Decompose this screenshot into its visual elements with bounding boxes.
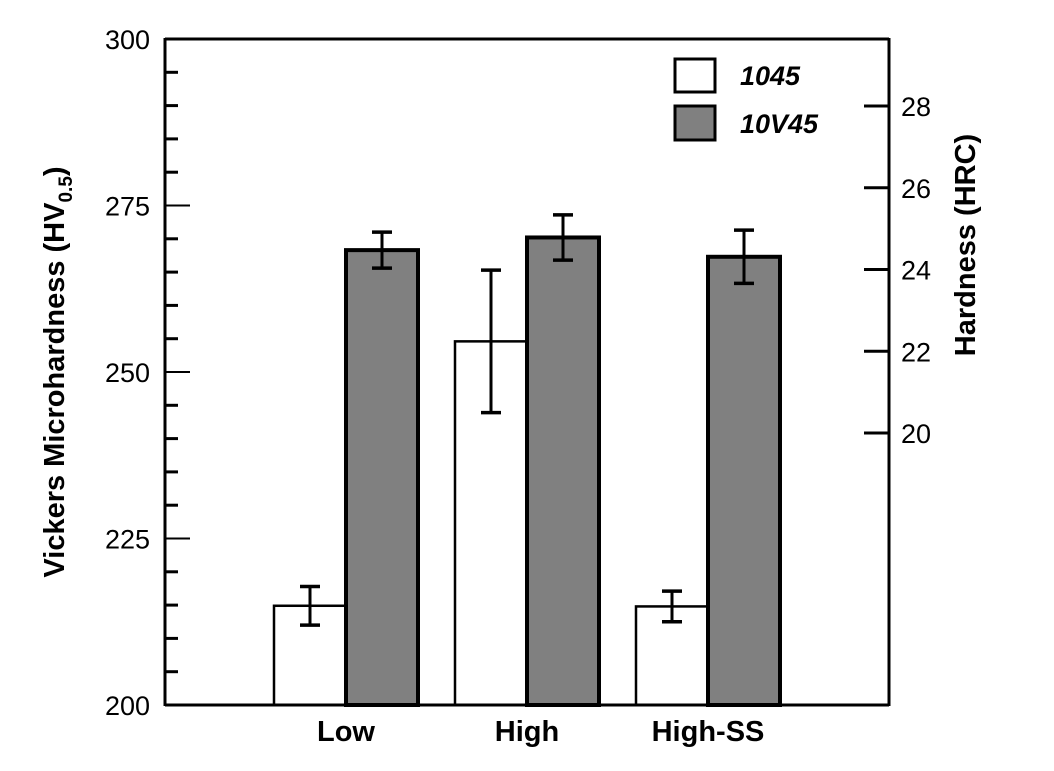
bar-10V45-High	[525, 235, 601, 708]
y-tick-label: 225	[105, 525, 150, 555]
y2-tick-label: 26	[901, 174, 931, 204]
y-tick-label: 200	[105, 691, 150, 721]
bar-10V45-Low	[344, 248, 420, 707]
y-tick-label: 250	[105, 358, 150, 388]
bar-10V45-High-SS	[706, 254, 782, 707]
y2-tick-label: 28	[901, 92, 931, 122]
y2-tick-label: 20	[901, 419, 931, 449]
y-tick-label: 300	[105, 25, 150, 55]
legend-swatch-1045	[673, 57, 717, 94]
y2-axis-label: Hardness (HRC)	[950, 134, 982, 356]
legend-label-10v45: 10V45	[740, 109, 819, 139]
y2-tick-label: 24	[901, 256, 931, 286]
y-tick-label: 275	[105, 192, 150, 222]
x-tick-label: High-SS	[652, 716, 765, 748]
legend-swatch-10v45	[673, 104, 717, 142]
axes-layer: Low High High-SS 200 225 250 275 300 20 22 24 26 28	[105, 25, 931, 748]
legend: 1045 10V45	[673, 57, 819, 142]
x-tick-label: Low	[317, 716, 375, 748]
y-axis-label: Vickers Microhardness (HV0.5)	[39, 166, 77, 577]
x-tick-label: High	[495, 716, 559, 748]
legend-label-1045: 1045	[740, 61, 801, 91]
bars-layer	[272, 213, 782, 708]
y2-tick-label: 22	[901, 337, 931, 367]
